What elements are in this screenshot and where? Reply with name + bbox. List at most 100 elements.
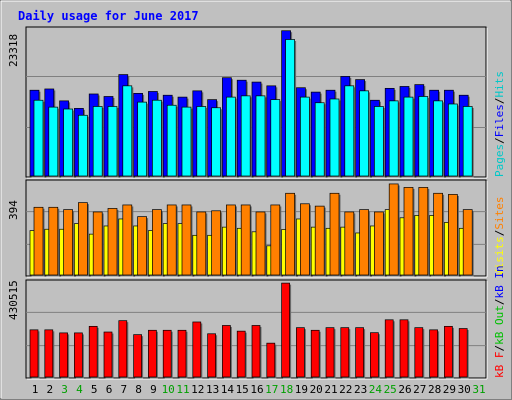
- bar-files-day-29: [448, 103, 458, 177]
- bar-files-day-28: [433, 100, 443, 177]
- bar-sites-day-26: [403, 187, 414, 276]
- x-tick-label: 1: [32, 383, 39, 396]
- x-tick-label: 8: [135, 383, 142, 396]
- bar-files-day-25: [388, 100, 399, 177]
- bar-files-day-2: [48, 106, 59, 177]
- panel-sites-visits: 394 Visits/Sites: [7, 179, 506, 278]
- bar-files-day-27: [418, 96, 429, 177]
- x-tick-label: 25: [384, 383, 397, 396]
- bar-sites-day-5: [92, 211, 103, 276]
- x-tick-label: 14: [221, 383, 235, 396]
- bar-sites-day-28: [433, 192, 443, 276]
- panel-kbytes: 430515 kB F/kB Out/kB In: [7, 265, 506, 380]
- bar-sites-day-12: [196, 211, 207, 276]
- x-tick-label: 23: [354, 383, 367, 396]
- x-tick-label: 22: [339, 383, 352, 396]
- bar-kb-f-day-11: [177, 329, 187, 378]
- x-tick-label: 9: [150, 383, 157, 396]
- x-tick-label: 10: [162, 383, 175, 396]
- bar-sites-day-4: [78, 202, 88, 276]
- bar-kb-f-day-5: [88, 325, 98, 378]
- x-tick-label: 15: [236, 383, 249, 396]
- bar-kb-f-day-16: [251, 325, 261, 378]
- y-max-label: 430515: [7, 280, 20, 320]
- bar-files-day-23: [359, 90, 369, 177]
- legend-entry: kB In: [493, 265, 506, 298]
- bar-kb-f-day-24: [370, 332, 379, 378]
- bar-files-day-26: [403, 96, 414, 177]
- bar-kb-f-day-4: [74, 332, 83, 378]
- bar-kb-f-day-22: [340, 327, 350, 378]
- bar-files-day-11: [181, 106, 192, 177]
- legend-entry: kB F: [493, 352, 506, 379]
- bar-kb-f-day-13: [207, 333, 216, 378]
- x-tick-label: 28: [428, 383, 441, 396]
- x-tick-label: 3: [61, 383, 68, 396]
- x-tick-label: 6: [106, 383, 113, 396]
- bar-sites-day-20: [314, 205, 325, 276]
- bar-files-day-13: [211, 107, 221, 177]
- bar-sites-day-30: [462, 209, 473, 276]
- bar-files-day-9: [152, 99, 162, 177]
- bar-kb-f-day-17: [266, 342, 276, 378]
- bar-kb-f-day-1: [29, 329, 39, 378]
- x-tick-label: 16: [250, 383, 263, 396]
- bar-sites-day-15: [240, 204, 251, 276]
- x-tick-label: 30: [458, 383, 471, 396]
- bar-files-day-3: [63, 108, 73, 177]
- bar-kb-f-day-9: [148, 329, 157, 378]
- bar-sites-day-8: [137, 216, 147, 276]
- x-tick-label: 13: [206, 383, 219, 396]
- bar-sites-day-13: [211, 210, 221, 276]
- bar-sites-day-19: [300, 203, 310, 276]
- bar-files-day-14: [226, 96, 236, 177]
- bar-sites-day-14: [226, 204, 236, 276]
- x-tick-label: 12: [191, 383, 204, 396]
- bar-kb-f-day-26: [399, 319, 409, 378]
- x-tick-label: 31: [472, 383, 485, 396]
- bar-kb-f-day-29: [444, 325, 453, 378]
- bar-kb-f-day-18: [281, 282, 290, 378]
- legend-separator: /: [493, 345, 506, 352]
- x-axis: 1 2 3 4 5 6 7 8 9 10 11 12 13 14 15 16 17 18 19 20 21 22 23 24 2…: [32, 383, 486, 396]
- x-tick-label: 19: [295, 383, 308, 396]
- x-tick-label: 26: [398, 383, 411, 396]
- bar-files-day-30: [462, 106, 473, 177]
- bar-sites-day-18: [285, 192, 295, 276]
- bar-sites-day-29: [448, 194, 458, 276]
- x-tick-label: 17: [265, 383, 278, 396]
- y-max-label: 23318: [7, 34, 20, 67]
- bar-sites-day-6: [107, 208, 118, 276]
- legend-entry: Visits: [493, 236, 506, 276]
- bar-kb-f-day-28: [429, 329, 438, 378]
- legend-separator: /: [493, 230, 506, 237]
- bar-files-day-20: [314, 102, 325, 177]
- legend-entry: Pages: [493, 144, 506, 177]
- bar-files-day-12: [196, 106, 207, 177]
- bar-sites-day-9: [152, 209, 162, 276]
- bar-files-day-21: [329, 98, 340, 177]
- x-tick-label: 2: [46, 383, 53, 396]
- bar-kb-f-day-19: [296, 327, 305, 378]
- bar-kb-f-day-21: [325, 327, 335, 378]
- bar-files-day-22: [344, 85, 355, 177]
- bar-files-day-6: [107, 106, 118, 177]
- legend-kbytes: kB F/kB Out/kB In: [493, 265, 506, 378]
- legend-entry: Hits: [493, 71, 506, 98]
- legend-sites-visits: Visits/Sites: [493, 197, 506, 277]
- legend-separator: /: [493, 299, 506, 306]
- legend-entry: Files: [493, 104, 506, 137]
- bar-files-day-1: [33, 99, 44, 177]
- bar-kb-f-day-10: [162, 329, 172, 378]
- bar-files-day-7: [122, 85, 133, 177]
- bar-sites-day-23: [359, 209, 369, 276]
- bar-sites-day-1: [33, 206, 44, 276]
- bar-files-day-19: [300, 96, 310, 177]
- x-tick-label: 18: [280, 383, 293, 396]
- x-tick-label: 4: [76, 383, 83, 396]
- legend-entry: Sites: [493, 197, 506, 230]
- legend-separator: /: [493, 137, 506, 144]
- bar-kb-f-day-7: [118, 320, 128, 378]
